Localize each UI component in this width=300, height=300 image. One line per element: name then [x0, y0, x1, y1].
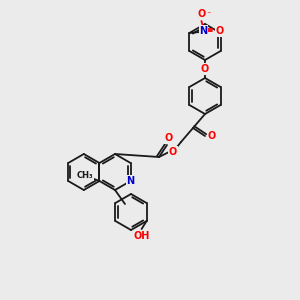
Text: O: O [208, 131, 216, 141]
Text: CH₃: CH₃ [77, 172, 94, 181]
Text: N: N [127, 176, 135, 186]
Text: O: O [201, 64, 209, 74]
Text: O: O [165, 133, 173, 143]
Text: O: O [169, 147, 177, 157]
Text: OH: OH [134, 231, 150, 241]
Text: O: O [197, 9, 206, 19]
Text: ⁻: ⁻ [206, 10, 211, 19]
Text: N: N [199, 26, 208, 36]
Text: O: O [215, 26, 223, 36]
